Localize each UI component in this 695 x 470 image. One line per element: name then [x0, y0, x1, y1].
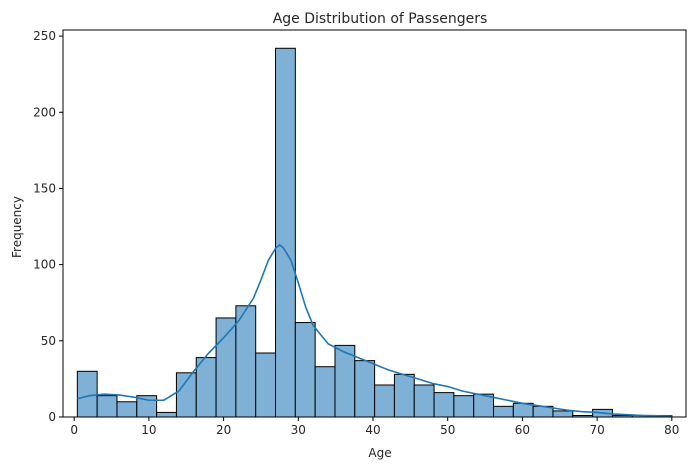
x-tick-label: 30 [291, 423, 306, 437]
x-tick-label: 10 [141, 423, 156, 437]
x-tick-label: 60 [515, 423, 530, 437]
histogram-bar [314, 366, 336, 418]
histogram-bar [215, 317, 237, 418]
plot-border [62, 29, 687, 418]
histogram-bar [413, 384, 435, 418]
histogram-bar [493, 405, 514, 418]
y-tick-label: 200 [33, 105, 56, 119]
histogram-bar [453, 395, 475, 418]
histogram-bar [393, 373, 415, 418]
y-axis-label: Frequency [10, 196, 24, 258]
y-tick-label: 100 [33, 258, 56, 272]
histogram-bar [433, 392, 455, 418]
histogram-bar [374, 384, 395, 418]
x-tick-label: 50 [440, 423, 455, 437]
x-axis-label: Age [368, 446, 391, 460]
histogram-bar [175, 372, 197, 418]
histogram-bar [275, 47, 296, 418]
x-tick-label: 80 [664, 423, 679, 437]
histogram-bar [334, 344, 356, 418]
histogram-bar [512, 402, 534, 418]
x-tick-label: 20 [216, 423, 231, 437]
histogram-bar [156, 411, 177, 418]
y-tick-label: 0 [48, 410, 56, 424]
histogram-bar [96, 395, 118, 418]
x-tick-label: 70 [589, 423, 604, 437]
x-tick-label: 0 [70, 423, 78, 437]
histogram-bar [235, 305, 257, 418]
chart-title: Age Distribution of Passengers [273, 11, 488, 27]
y-tick-label: 250 [33, 29, 56, 43]
histogram-bar [354, 360, 376, 418]
x-axis-ticks: 0 10 20 30 40 50 60 70 80 [70, 417, 679, 437]
y-tick-label: 150 [33, 181, 56, 195]
y-tick-label: 50 [41, 334, 56, 348]
histogram-bar [116, 401, 138, 418]
y-axis-ticks: 0 50 100 150 200 250 [33, 29, 63, 424]
histogram-bar [255, 352, 277, 418]
histogram-bar [76, 370, 98, 418]
histogram-bars [76, 47, 673, 418]
axes-frame [62, 29, 687, 418]
x-tick-label: 40 [365, 423, 380, 437]
histogram-bar [552, 410, 574, 418]
kde-line [77, 243, 672, 417]
histogram-bar [195, 357, 217, 418]
histogram-bar [294, 322, 316, 418]
